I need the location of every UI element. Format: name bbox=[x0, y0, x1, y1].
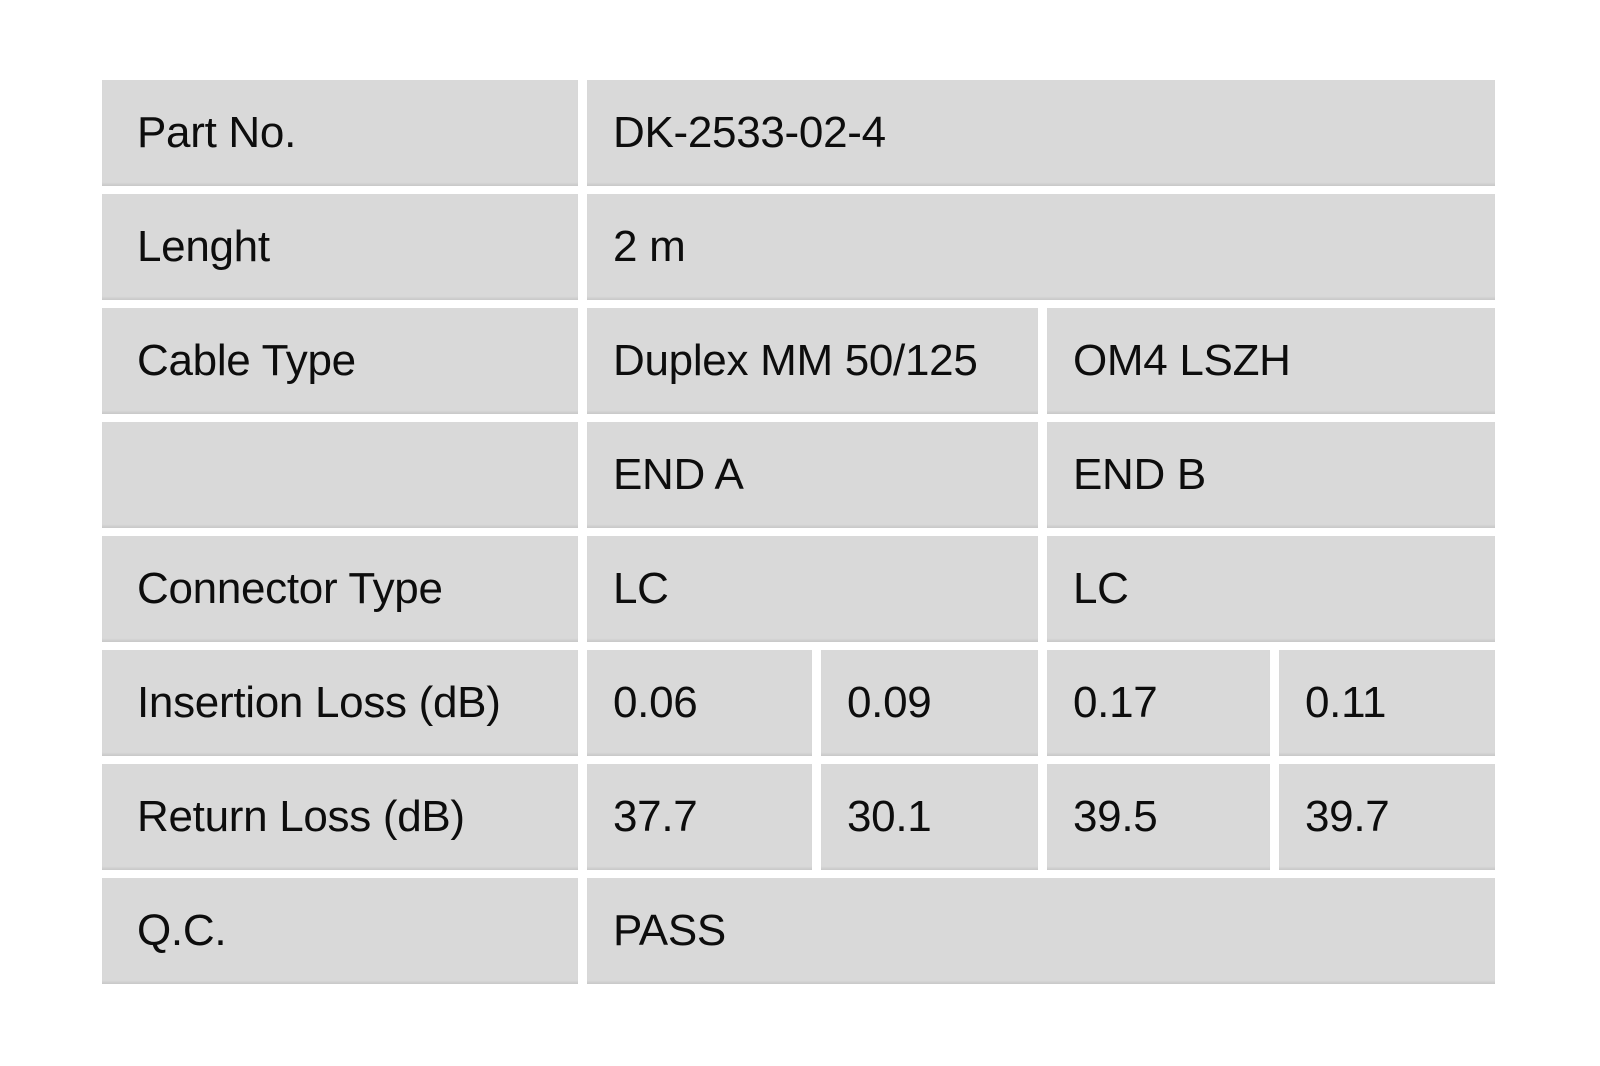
spec-table: Part No. DK-2533-02-4 Lenght 2 m Cable T… bbox=[102, 80, 1495, 984]
return-loss-end-b-1: 39.5 bbox=[1047, 764, 1270, 870]
part-no-value: DK-2533-02-4 bbox=[587, 80, 1495, 186]
insertion-loss-label: Insertion Loss (dB) bbox=[102, 650, 578, 756]
end-b-header: END B bbox=[1047, 422, 1495, 528]
return-loss-end-a-2: 30.1 bbox=[821, 764, 1038, 870]
cable-type-value-2: OM4 LSZH bbox=[1047, 308, 1495, 414]
return-loss-end-b-2: 39.7 bbox=[1279, 764, 1495, 870]
length-value: 2 m bbox=[587, 194, 1495, 300]
part-no-label: Part No. bbox=[102, 80, 578, 186]
insertion-loss-end-a-2: 0.09 bbox=[821, 650, 1038, 756]
return-loss-label: Return Loss (dB) bbox=[102, 764, 578, 870]
insertion-loss-end-b-2: 0.11 bbox=[1279, 650, 1495, 756]
end-header-spacer bbox=[102, 422, 578, 528]
cable-type-label: Cable Type bbox=[102, 308, 578, 414]
connector-type-end-a: LC bbox=[587, 536, 1038, 642]
insertion-loss-end-a-1: 0.06 bbox=[587, 650, 812, 756]
connector-type-label: Connector Type bbox=[102, 536, 578, 642]
return-loss-end-a-1: 37.7 bbox=[587, 764, 812, 870]
qc-label: Q.C. bbox=[102, 878, 578, 984]
connector-type-end-b: LC bbox=[1047, 536, 1495, 642]
qc-status-value: PASS bbox=[587, 878, 1495, 984]
cable-type-value-1: Duplex MM 50/125 bbox=[587, 308, 1038, 414]
end-a-header: END A bbox=[587, 422, 1038, 528]
length-label: Lenght bbox=[102, 194, 578, 300]
insertion-loss-end-b-1: 0.17 bbox=[1047, 650, 1270, 756]
